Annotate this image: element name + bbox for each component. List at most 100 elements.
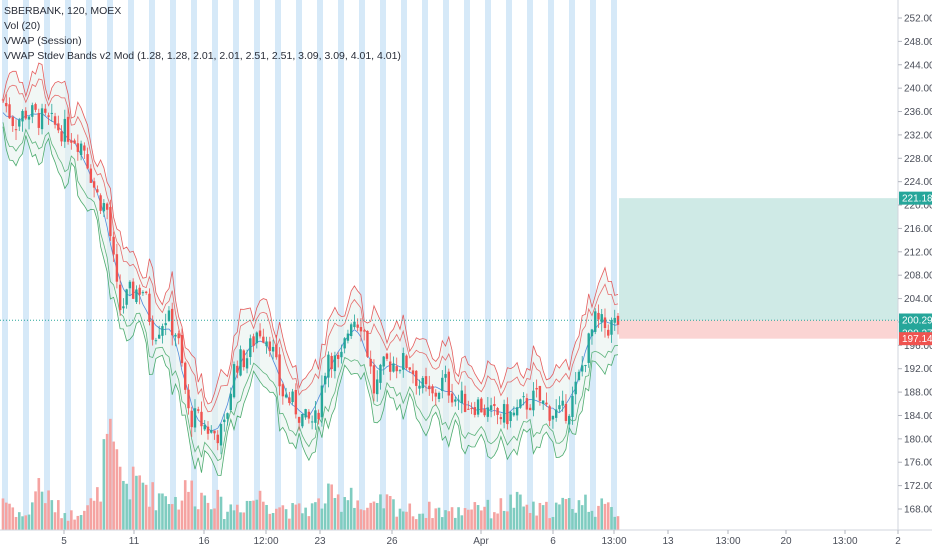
volume-bar	[522, 506, 525, 530]
candle-body	[525, 398, 529, 410]
candle-body	[538, 385, 542, 401]
candle-body	[31, 105, 34, 117]
time-tick-label: 26	[386, 536, 398, 547]
candle-body	[21, 111, 24, 122]
volume-bar	[291, 503, 294, 530]
volume-bar	[17, 512, 21, 530]
volume-bar	[278, 507, 281, 530]
volume-bar	[24, 515, 28, 530]
candle-body	[428, 385, 431, 390]
volume-bar	[102, 439, 106, 530]
session-band	[401, 0, 407, 530]
volume-bar	[483, 506, 486, 530]
price-tick-label: 192.00	[904, 364, 932, 375]
volume-bar	[310, 503, 314, 530]
candle-body	[37, 113, 40, 128]
candle-body	[441, 377, 444, 392]
volume-bar	[333, 498, 337, 530]
volume-bar	[519, 494, 522, 530]
candle-body	[14, 129, 18, 131]
volume-bar	[258, 490, 262, 530]
candle-body	[343, 338, 346, 349]
volume-bar	[151, 482, 154, 530]
candle-body	[603, 317, 607, 329]
volume-bar	[92, 500, 96, 530]
long-position-tool[interactable]	[619, 198, 898, 339]
price-candles	[1, 93, 620, 455]
candle-body	[310, 421, 314, 423]
volume-bar	[235, 504, 239, 530]
candle-body	[109, 206, 112, 237]
price-tick-label: 212.00	[904, 247, 932, 258]
candle-body	[333, 355, 337, 372]
volume-bar	[545, 501, 548, 530]
volume-bar	[170, 504, 174, 530]
volume-bar	[587, 511, 591, 530]
session-band	[212, 0, 218, 530]
volume-bar	[467, 509, 470, 530]
stop-zone	[619, 320, 898, 339]
volume-bar	[515, 491, 519, 530]
volume-bar	[157, 493, 161, 530]
candle-body	[489, 405, 493, 411]
volume-bar	[154, 510, 158, 530]
candle-body	[418, 385, 421, 389]
candle-body	[118, 284, 122, 311]
candle-body	[268, 341, 272, 351]
candle-body	[545, 402, 548, 405]
volume-bar	[21, 516, 24, 530]
band-fill	[3, 63, 618, 476]
volume-bar	[470, 509, 473, 530]
time-axis[interactable]: 5 11 16 12:00 23 26 Apr 6 13:00 13 13:00 20 13:00 2	[0, 529, 932, 547]
session-band	[380, 0, 386, 530]
candle-body	[297, 416, 301, 423]
candle-body	[541, 400, 545, 404]
candle-body	[506, 404, 509, 425]
candle-body	[444, 374, 447, 378]
candle-body	[258, 330, 262, 337]
candle-body	[473, 407, 477, 415]
volume-bar	[603, 503, 607, 530]
candle-body	[63, 118, 67, 142]
session-band	[611, 0, 617, 530]
session-band	[44, 0, 50, 530]
volume-bar	[414, 519, 418, 530]
volume-bar	[53, 512, 57, 530]
price-label-text: 221.18	[902, 194, 932, 205]
vwap-indicator-label[interactable]: VWAP (Session)	[4, 35, 82, 47]
candle-body	[200, 411, 203, 427]
volume-bar	[512, 507, 516, 530]
candle-body	[275, 344, 278, 358]
price-tick-label: 224.00	[904, 177, 932, 188]
candle-body	[486, 407, 490, 417]
volume-bar	[616, 516, 620, 530]
volume-bar	[96, 487, 99, 530]
volume-bar	[538, 502, 542, 530]
volume-bar	[580, 505, 584, 530]
stdev-bands-indicator-label[interactable]: VWAP Stdev Bands v2 Mod (1.28, 1.28, 2.0…	[4, 50, 401, 62]
candle-body	[141, 292, 145, 294]
volume-bar	[613, 516, 617, 530]
volume-bar	[372, 501, 376, 530]
price-axis[interactable]: 168.00 172.00 176.00 180.00 184.00 188.00 192.…	[897, 0, 932, 530]
candle-body	[356, 324, 359, 328]
candle-body	[148, 293, 151, 322]
volume-bar	[203, 495, 207, 530]
volume-bar	[177, 509, 181, 530]
price-tick-label: 248.00	[904, 37, 932, 48]
candle-body	[11, 117, 14, 127]
volume-bar	[193, 506, 197, 530]
volume-indicator-label[interactable]: Vol (20)	[4, 20, 41, 32]
candle-body	[34, 104, 37, 110]
volume-bar	[284, 509, 288, 530]
volume-bar	[288, 518, 291, 530]
volume-bar	[73, 519, 76, 530]
candle-body	[291, 391, 294, 403]
volume-bar	[506, 511, 509, 530]
volume-bar	[219, 496, 223, 530]
volume-bar	[216, 489, 220, 530]
symbol-title[interactable]: SBERBANK, 120, MOEX	[4, 5, 122, 17]
volume-bar	[340, 511, 343, 530]
candle-body	[307, 411, 311, 419]
